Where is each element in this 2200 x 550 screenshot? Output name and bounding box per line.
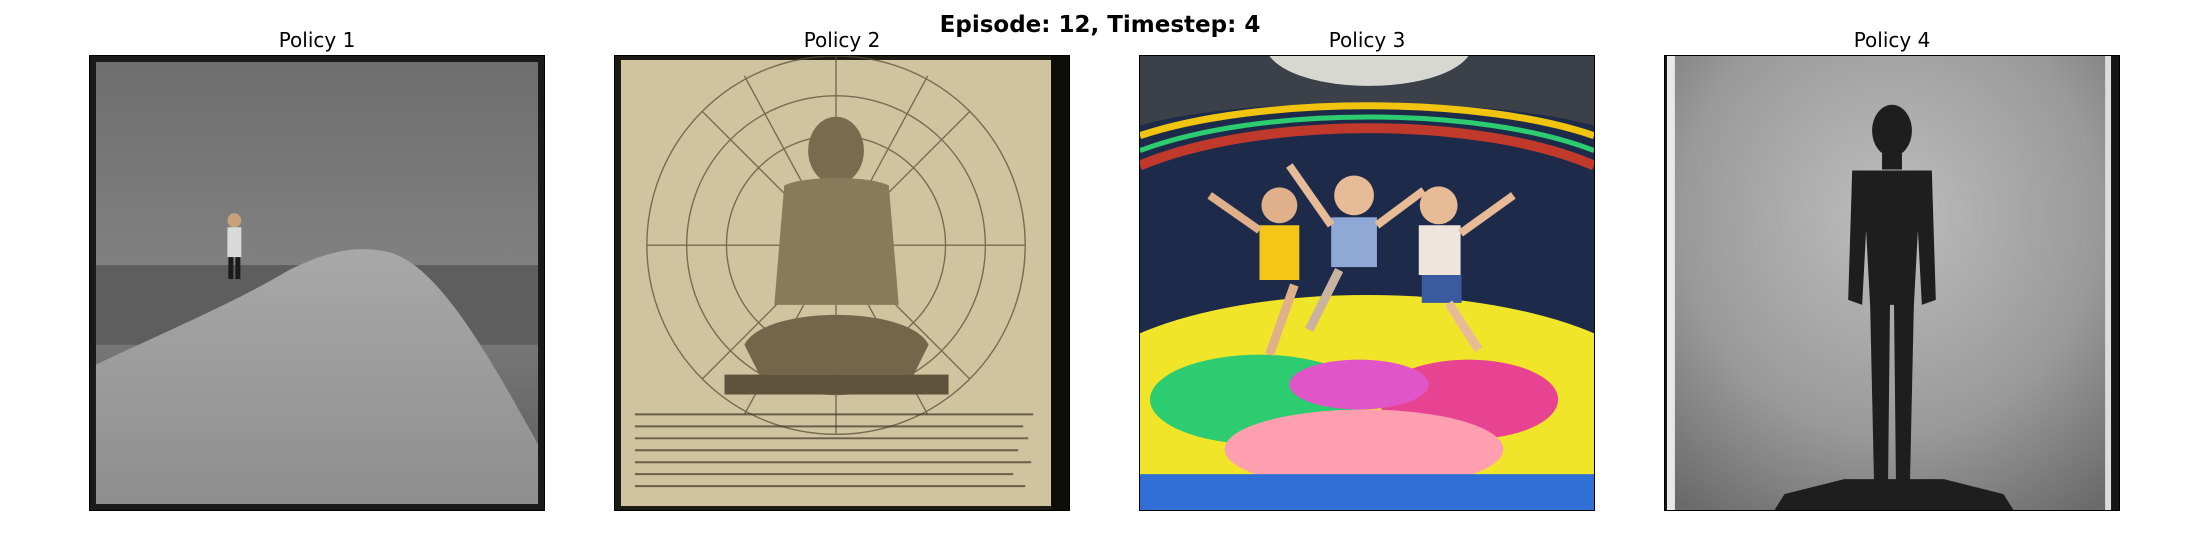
human-silhouette: [1774, 104, 2014, 510]
panel-title-2: Policy 2: [803, 28, 881, 52]
panel-image-4: [1664, 55, 2120, 511]
child-left: [1207, 187, 1300, 357]
child-middle: [1286, 163, 1427, 332]
trampoline-surface: [1140, 294, 1594, 510]
figure-suptitle: Episode: 12, Timestep: 4: [939, 12, 1261, 38]
silhouette-image: [1665, 56, 2119, 510]
panel-image-3: [1139, 55, 1595, 511]
panel-title-1: Policy 1: [278, 28, 356, 52]
seated-figure: [724, 116, 949, 395]
panel-title-3: Policy 3: [1328, 28, 1406, 52]
trampoline-children-image: [1140, 56, 1594, 510]
gray-hill-scene-image: [90, 56, 544, 510]
panel-image-1: [89, 55, 545, 511]
panel-image-2: [614, 55, 1070, 511]
sepia-manuscript-image: [615, 56, 1069, 510]
child-right: [1418, 186, 1516, 353]
panel-title-4: Policy 4: [1853, 28, 1931, 52]
standing-person-figure: [227, 213, 242, 280]
